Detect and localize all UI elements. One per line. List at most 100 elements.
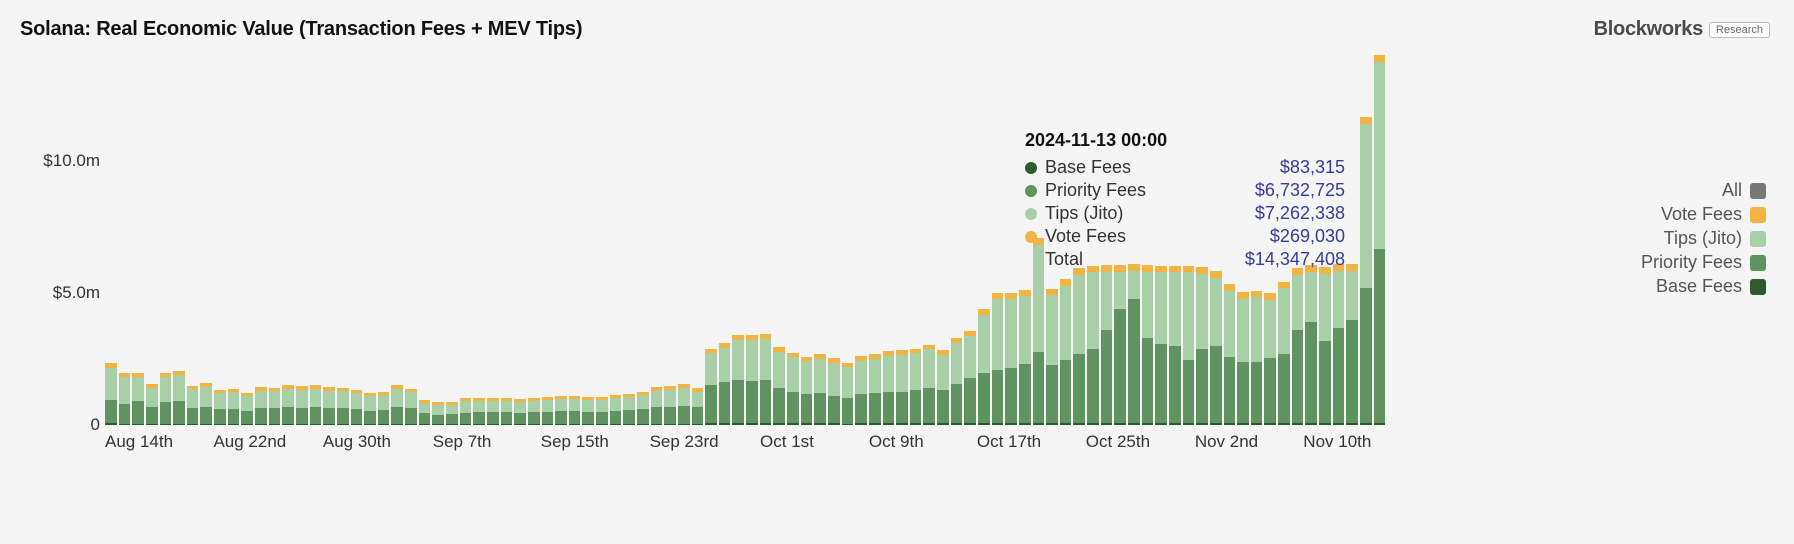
bar[interactable] [160, 55, 172, 425]
bar[interactable] [719, 55, 731, 425]
bar[interactable] [364, 55, 376, 425]
bar[interactable] [241, 55, 253, 425]
bar[interactable] [269, 55, 281, 425]
bar[interactable] [214, 55, 226, 425]
bar[interactable] [173, 55, 185, 425]
bar[interactable] [460, 55, 472, 425]
bar-segment-priority-fees [337, 408, 349, 423]
bar[interactable] [419, 55, 431, 425]
bar[interactable] [1360, 55, 1372, 425]
bar-segment-base-fees [473, 424, 485, 425]
bar[interactable] [1005, 55, 1017, 425]
bar[interactable] [501, 55, 513, 425]
bar-segment-base-fees [351, 424, 363, 425]
bar[interactable] [255, 55, 267, 425]
legend-item-tips-jito[interactable]: Tips (Jito) [1641, 228, 1766, 249]
bar[interactable] [391, 55, 403, 425]
bar[interactable] [187, 55, 199, 425]
bar-segment-tips-jito [1183, 272, 1195, 359]
bar[interactable] [487, 55, 499, 425]
bar[interactable] [146, 55, 158, 425]
bar[interactable] [296, 55, 308, 425]
bar[interactable] [105, 55, 117, 425]
x-tick-label: Oct 17th [977, 432, 1041, 452]
bar[interactable] [1346, 55, 1358, 425]
x-tick-label: Oct 25th [1086, 432, 1150, 452]
bar[interactable] [555, 55, 567, 425]
bar[interactable] [351, 55, 363, 425]
bar[interactable] [732, 55, 744, 425]
bar-segment-tips-jito [1019, 296, 1031, 363]
bar[interactable] [596, 55, 608, 425]
bar[interactable] [119, 55, 131, 425]
bar-segment-tips-jito [555, 399, 567, 411]
bar[interactable] [310, 55, 322, 425]
bar[interactable] [337, 55, 349, 425]
legend-item-vote-fees[interactable]: Vote Fees [1641, 204, 1766, 225]
bar[interactable] [964, 55, 976, 425]
bar[interactable] [869, 55, 881, 425]
bar[interactable] [910, 55, 922, 425]
bar[interactable] [992, 55, 1004, 425]
bar[interactable] [378, 55, 390, 425]
bar[interactable] [760, 55, 772, 425]
bar[interactable] [664, 55, 676, 425]
bar[interactable] [814, 55, 826, 425]
bar-segment-base-fees [1374, 423, 1386, 425]
bar-segment-base-fees [241, 424, 253, 425]
bar[interactable] [542, 55, 554, 425]
bar[interactable] [692, 55, 704, 425]
x-tick-label: Nov 2nd [1195, 432, 1258, 452]
bar[interactable] [405, 55, 417, 425]
bar[interactable] [514, 55, 526, 425]
bar[interactable] [828, 55, 840, 425]
bar-segment-base-fees [105, 423, 117, 425]
bar[interactable] [855, 55, 867, 425]
bar[interactable] [787, 55, 799, 425]
bar[interactable] [446, 55, 458, 425]
bar[interactable] [842, 55, 854, 425]
bar[interactable] [678, 55, 690, 425]
bar[interactable] [951, 55, 963, 425]
bar[interactable] [582, 55, 594, 425]
bar-segment-tips-jito [1346, 271, 1358, 320]
bar-segment-tips-jito [1196, 274, 1208, 349]
bar[interactable] [432, 55, 444, 425]
bar[interactable] [569, 55, 581, 425]
tooltip-date: 2024-11-13 00:00 [1025, 130, 1345, 151]
bar-segment-base-fees [1292, 423, 1304, 425]
tooltip-series-value: $6,732,725 [1255, 180, 1345, 201]
bar-segment-base-fees [1360, 423, 1372, 425]
legend-item-priority-fees[interactable]: Priority Fees [1641, 252, 1766, 273]
bar-segment-base-fees [1033, 423, 1045, 425]
bar[interactable] [883, 55, 895, 425]
bar[interactable] [937, 55, 949, 425]
bar[interactable] [528, 55, 540, 425]
bar[interactable] [637, 55, 649, 425]
bar[interactable] [200, 55, 212, 425]
bar[interactable] [773, 55, 785, 425]
bar[interactable] [132, 55, 144, 425]
bar[interactable] [746, 55, 758, 425]
bar[interactable] [801, 55, 813, 425]
bar[interactable] [623, 55, 635, 425]
bar[interactable] [323, 55, 335, 425]
legend-item-base-fees[interactable]: Base Fees [1641, 276, 1766, 297]
bar-segment-priority-fees [773, 388, 785, 424]
bar[interactable] [610, 55, 622, 425]
bar-segment-tips-jito [1224, 291, 1236, 357]
legend-item-all[interactable]: All [1641, 180, 1766, 201]
bar[interactable] [978, 55, 990, 425]
bar[interactable] [923, 55, 935, 425]
bar[interactable] [473, 55, 485, 425]
bar[interactable] [651, 55, 663, 425]
bar[interactable] [705, 55, 717, 425]
bar[interactable] [896, 55, 908, 425]
bar-segment-priority-fees [1305, 322, 1317, 422]
bar[interactable] [282, 55, 294, 425]
bar[interactable] [1374, 55, 1386, 425]
bar-segment-tips-jito [391, 389, 403, 408]
bar-segment-tips-jito [678, 388, 690, 405]
bar[interactable] [228, 55, 240, 425]
bar-segment-tips-jito [364, 396, 376, 411]
